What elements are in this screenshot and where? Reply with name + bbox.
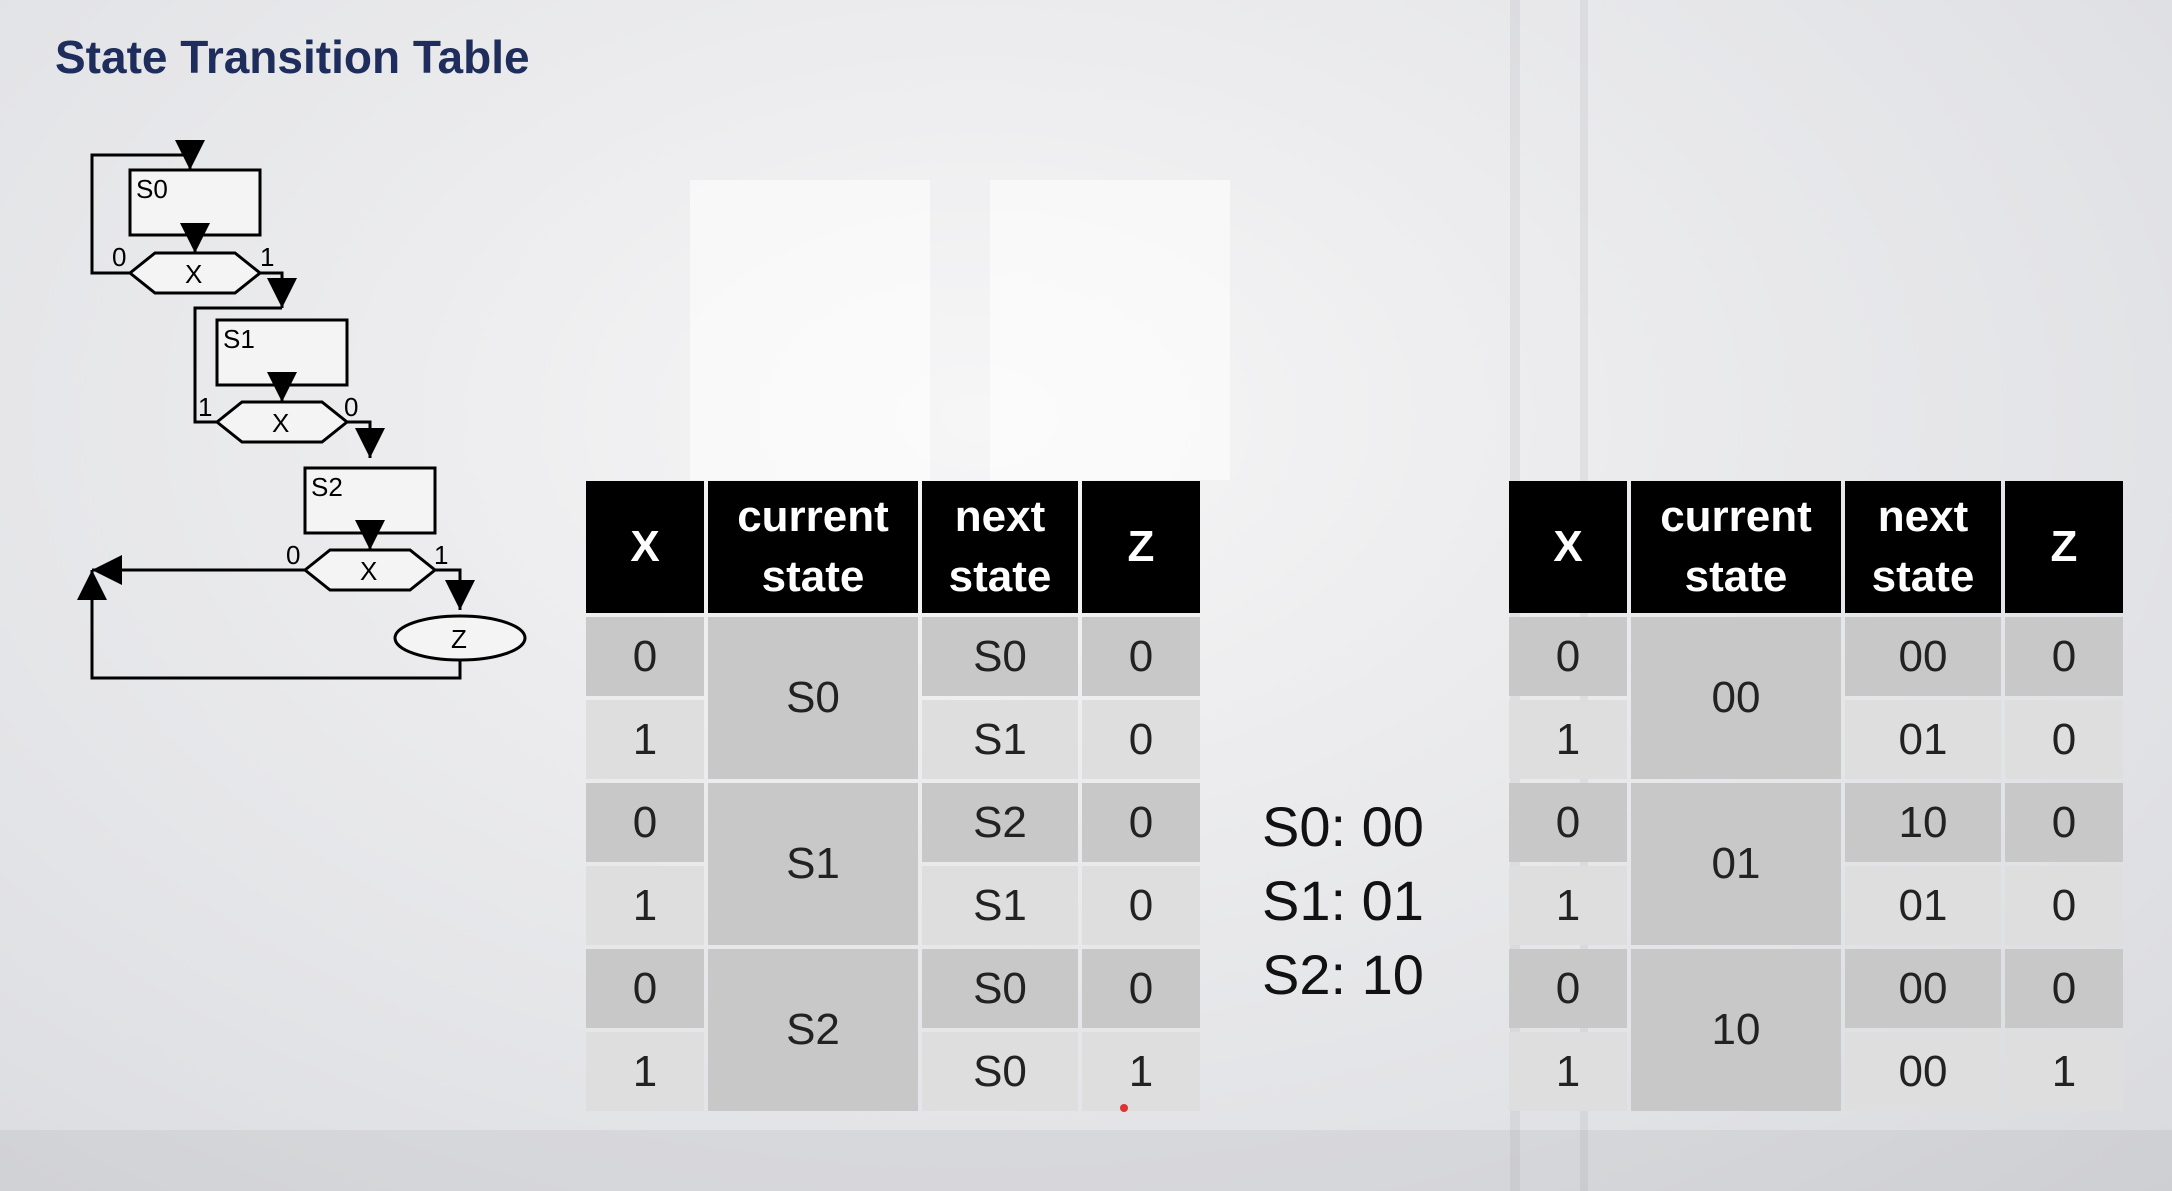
table-row: 1 S0 1 [586, 1032, 1200, 1111]
table-row: 1 00 1 [1509, 1032, 2123, 1111]
branch-label: 0 [112, 242, 126, 272]
decision-label-1: X [185, 259, 202, 289]
cell-next-state: 00 [1845, 617, 2001, 696]
cell-x: 1 [586, 1032, 704, 1111]
cell-next-state: S1 [922, 866, 1078, 945]
header-current-state: current state [708, 481, 918, 613]
cell-next-state: S0 [922, 949, 1078, 1028]
asm-chart-diagram: S0 X 0 1 S1 X 1 0 S2 X 0 1 Z [77, 140, 527, 680]
cell-z: 0 [2005, 617, 2123, 696]
encoding-s2: S2: 10 [1262, 943, 1424, 1006]
decision-label-3: X [360, 556, 377, 586]
cell-z: 0 [2005, 949, 2123, 1028]
table-row: 0 S2 S0 0 [586, 949, 1200, 1111]
cell-next-state: S2 [922, 783, 1078, 862]
cell-z: 1 [1082, 1032, 1200, 1111]
cell-x: 0 [586, 617, 704, 696]
cell-x: 0 [1509, 949, 1627, 1028]
table-row: 1 S1 0 [586, 866, 1200, 945]
cell-next-state: 00 [1845, 949, 2001, 1028]
table-row: 0 01 10 0 [1509, 783, 2123, 945]
branch-label: 1 [198, 392, 212, 422]
cell-x: 0 [586, 949, 704, 1028]
encoding-s0: S0: 00 [1262, 795, 1424, 858]
cell-x: 1 [1509, 866, 1627, 945]
state-label-s1: S1 [223, 324, 255, 354]
cell-next-state: 01 [1845, 866, 2001, 945]
branch-label: 0 [286, 540, 300, 570]
table-row: 1 S1 0 [586, 700, 1200, 779]
table-row: 0 S1 S2 0 [586, 783, 1200, 945]
branch-label: 0 [344, 392, 358, 422]
header-next-state: next state [922, 481, 1078, 613]
cell-z: 0 [1082, 700, 1200, 779]
cell-current-state: 01 [1631, 783, 1841, 945]
state-label-s0: S0 [136, 174, 168, 204]
branch-label: 1 [434, 540, 448, 570]
cell-current-state: S2 [708, 949, 918, 1111]
cell-z: 1 [2005, 1032, 2123, 1111]
branch-label: 1 [260, 242, 274, 272]
cell-current-state: S0 [708, 617, 918, 779]
cell-next-state: 00 [1845, 1032, 2001, 1111]
cell-next-state: 01 [1845, 700, 2001, 779]
cell-current-state: S1 [708, 783, 918, 945]
cell-x: 1 [1509, 1032, 1627, 1111]
header-current-state: current state [1631, 481, 1841, 613]
encoding-s1: S1: 01 [1262, 869, 1424, 932]
cell-x: 0 [586, 783, 704, 862]
decision-label-2: X [272, 408, 289, 438]
cell-x: 1 [586, 866, 704, 945]
cell-z: 0 [2005, 700, 2123, 779]
slide-title: State Transition Table [55, 31, 530, 83]
table-row: 1 01 0 [1509, 700, 2123, 779]
cell-z: 0 [1082, 866, 1200, 945]
header-x: X [586, 481, 704, 613]
cell-x: 1 [1509, 700, 1627, 779]
header-next-state: next state [1845, 481, 2001, 613]
table-row: 0 10 00 0 [1509, 949, 2123, 1111]
cell-z: 0 [2005, 783, 2123, 862]
pointer-dot [1120, 1104, 1128, 1112]
output-label-z: Z [451, 624, 467, 654]
state-label-s2: S2 [311, 472, 343, 502]
cell-x: 0 [1509, 617, 1627, 696]
cell-z: 0 [2005, 866, 2123, 945]
cell-next-state: S1 [922, 700, 1078, 779]
state-transition-table-symbolic: X current state next state Z 0 S0 S0 0 1 S… [582, 477, 1204, 1115]
cell-current-state: 10 [1631, 949, 1841, 1111]
state-transition-table-encoded: X current state next state Z 0 00 00 0 1 0… [1505, 477, 2127, 1115]
table-row: 0 S0 S0 0 [586, 617, 1200, 779]
cell-z: 0 [1082, 949, 1200, 1028]
cell-z: 0 [1082, 617, 1200, 696]
cell-x: 0 [1509, 783, 1627, 862]
cell-next-state: S0 [922, 1032, 1078, 1111]
state-encoding-list: S0: 00 S1: 01 S2: 10 [1262, 790, 1424, 1012]
cell-current-state: 00 [1631, 617, 1841, 779]
cell-x: 1 [586, 700, 704, 779]
header-z: Z [2005, 481, 2123, 613]
table-row: 1 01 0 [1509, 866, 2123, 945]
cell-next-state: S0 [922, 617, 1078, 696]
cell-next-state: 10 [1845, 783, 2001, 862]
header-z: Z [1082, 481, 1200, 613]
cell-z: 0 [1082, 783, 1200, 862]
table-row: 0 00 00 0 [1509, 617, 2123, 779]
header-x: X [1509, 481, 1627, 613]
